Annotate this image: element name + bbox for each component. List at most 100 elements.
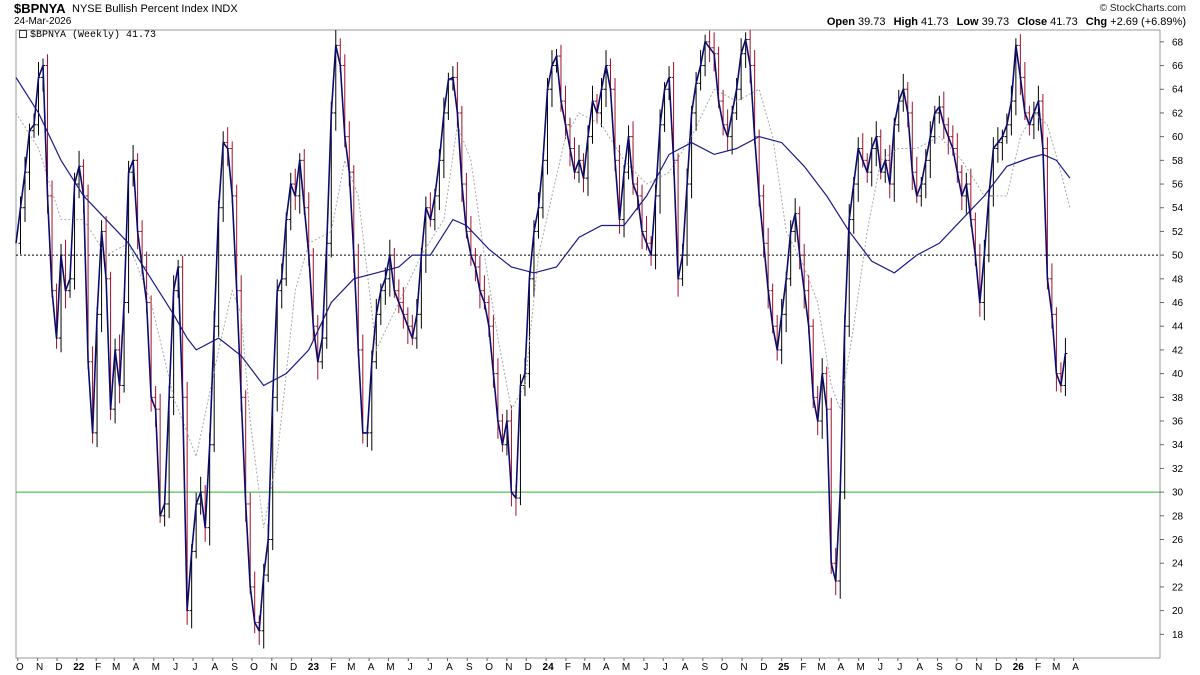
y-tick-label: 36	[1172, 417, 1184, 428]
y-tick-label: 56	[1172, 180, 1184, 191]
y-tick-label: 40	[1172, 369, 1184, 380]
y-tick-label: 20	[1172, 606, 1184, 617]
y-tick-label: 26	[1172, 535, 1184, 546]
low-value: 39.73	[981, 16, 1010, 28]
x-tick-label: 22	[73, 662, 85, 673]
y-tick-label: 58	[1172, 156, 1184, 167]
change-value: +2.69 (+6.89%)	[1110, 16, 1186, 28]
x-tick-label: M	[1052, 662, 1060, 673]
x-tick-label: S	[466, 662, 473, 673]
y-tick-label: 28	[1172, 511, 1184, 522]
x-tick-label: A	[603, 662, 610, 673]
x-tick-label: O	[720, 662, 728, 673]
x-tick-label: J	[643, 662, 648, 673]
x-tick-label: D	[290, 662, 297, 673]
moving-average-short-line	[15, 88, 1071, 528]
x-tick-label: 25	[778, 662, 790, 673]
x-tick-label: F	[1035, 662, 1041, 673]
x-tick-label: M	[583, 662, 591, 673]
ohlc-readout: Open 39.73 High 41.73 Low 39.73 Close 41.73 …	[822, 16, 1186, 28]
x-tick-label: A	[1072, 662, 1079, 673]
x-tick-label: 23	[308, 662, 320, 673]
date-label: 24-Mar-2026	[14, 16, 72, 27]
y-tick-label: 30	[1172, 488, 1184, 499]
x-tick-label: O	[485, 662, 493, 673]
x-tick-label: N	[36, 662, 43, 673]
open-label: Open	[826, 16, 855, 28]
x-tick-label: M	[817, 662, 825, 673]
open-value: 39.73	[857, 16, 886, 28]
legend-text: $BPNYA (Weekly) 41.73	[30, 30, 157, 41]
x-tick-label: A	[916, 662, 923, 673]
x-tick-label: J	[428, 662, 433, 673]
x-tick-label: 26	[1013, 662, 1025, 673]
x-tick-label: M	[622, 662, 630, 673]
series-legend: $BPNYA (Weekly) 41.73	[19, 30, 156, 41]
x-tick-label: M	[112, 662, 120, 673]
y-tick-label: 60	[1172, 132, 1184, 143]
description-label: NYSE Bullish Percent Index INDX	[72, 3, 238, 15]
x-tick-label: M	[857, 662, 865, 673]
x-tick-label: N	[975, 662, 982, 673]
x-tick-label: D	[525, 662, 532, 673]
x-tick-label: J	[897, 662, 902, 673]
y-tick-label: 48	[1172, 274, 1184, 285]
x-tick-label: O	[16, 662, 24, 673]
x-tick-label: S	[702, 662, 709, 673]
x-tick-label: A	[446, 662, 453, 673]
y-tick-label: 42	[1172, 345, 1184, 356]
x-tick-label: F	[95, 662, 101, 673]
x-tick-label: J	[878, 662, 883, 673]
x-tick-label: A	[133, 662, 140, 673]
y-tick-label: 32	[1172, 464, 1184, 475]
x-tick-label: O	[955, 662, 963, 673]
change-label: Chg	[1085, 16, 1108, 28]
symbol-label: $BPNYA	[14, 1, 66, 16]
description-text: NYSE Bullish Percent Index	[72, 3, 209, 15]
y-tick-label: 62	[1172, 108, 1184, 119]
y-tick-label: 18	[1172, 630, 1184, 641]
y-tick-label: 68	[1172, 37, 1184, 48]
high-value: 41.73	[921, 16, 949, 28]
y-tick-label: 38	[1172, 393, 1184, 404]
x-tick-label: F	[800, 662, 806, 673]
x-tick-label: A	[682, 662, 689, 673]
x-tick-label: F	[330, 662, 336, 673]
brand-label: © StockCharts.com	[1099, 3, 1186, 14]
high-label: High	[893, 16, 919, 28]
x-tick-label: M	[152, 662, 160, 673]
x-tick-label: A	[368, 662, 375, 673]
close-price-line	[15, 38, 1067, 632]
y-tick-label: 46	[1172, 298, 1184, 309]
y-tick-label: 34	[1172, 440, 1184, 451]
moving-average-long-line	[15, 77, 1071, 387]
x-tick-label: 24	[543, 662, 555, 673]
close-label: Close	[1017, 16, 1048, 28]
x-tick-label: F	[565, 662, 571, 673]
x-tick-label: N	[740, 662, 747, 673]
y-tick-label: 66	[1172, 61, 1184, 72]
legend-marker-icon	[19, 30, 27, 39]
x-tick-label: O	[250, 662, 258, 673]
x-tick-label: D	[55, 662, 62, 673]
chart-header: $BPNYA NYSE Bullish Percent Index INDX 2…	[0, 0, 1200, 30]
y-tick-label: 54	[1172, 203, 1184, 214]
y-tick-label: 22	[1172, 582, 1184, 593]
close-value: 41.73	[1050, 16, 1078, 28]
x-tick-label: J	[663, 662, 668, 673]
x-tick-label: N	[505, 662, 512, 673]
y-tick-label: 44	[1172, 322, 1184, 333]
x-tick-label: J	[193, 662, 198, 673]
x-tick-label: J	[408, 662, 413, 673]
x-tick-label: M	[386, 662, 394, 673]
x-tick-label: S	[936, 662, 943, 673]
x-tick-label: M	[347, 662, 355, 673]
x-tick-label: A	[838, 662, 845, 673]
low-label: Low	[956, 16, 979, 28]
y-tick-label: 24	[1172, 559, 1184, 570]
x-tick-label: A	[211, 662, 218, 673]
x-tick-label: D	[760, 662, 767, 673]
x-tick-label: S	[231, 662, 238, 673]
y-tick-label: 50	[1172, 251, 1184, 262]
